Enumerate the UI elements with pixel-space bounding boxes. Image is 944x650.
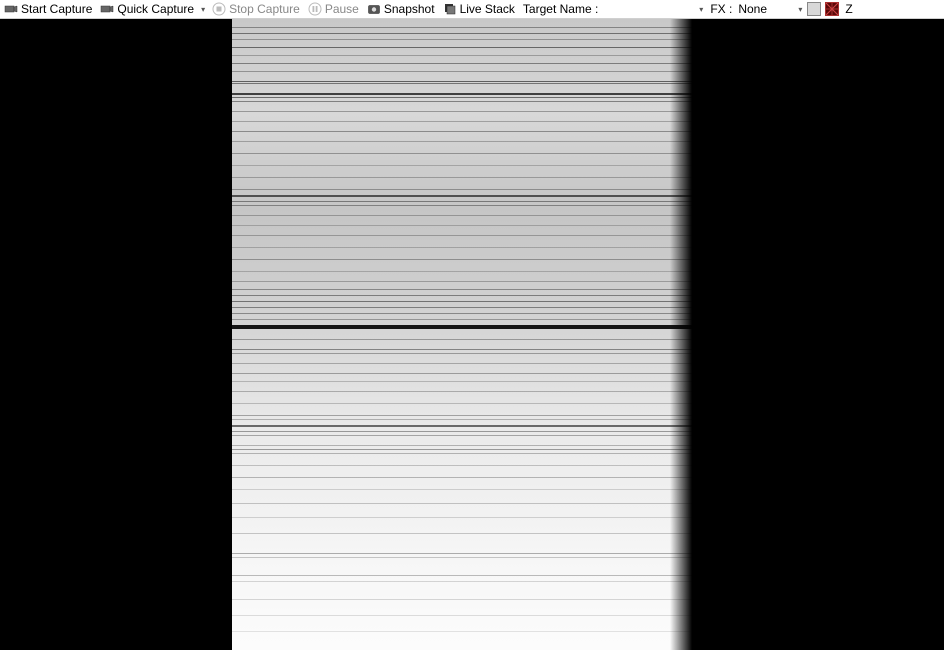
color-swatch-2[interactable] (825, 2, 839, 16)
stop-icon (212, 2, 226, 16)
live-stack-button[interactable]: Live Stack (441, 2, 517, 16)
start-capture-button[interactable]: Start Capture (2, 2, 94, 16)
target-name-input[interactable] (604, 2, 694, 17)
start-capture-label: Start Capture (21, 2, 92, 16)
pause-label: Pause (325, 2, 359, 16)
quick-capture-dropdown[interactable]: ▾ (200, 5, 206, 14)
camera-icon (4, 2, 18, 16)
quick-capture-button[interactable]: Quick Capture (98, 2, 196, 16)
color-swatch-1[interactable] (807, 2, 821, 16)
snapshot-label: Snapshot (384, 2, 435, 16)
camera-icon (100, 2, 114, 16)
snapshot-button[interactable]: Snapshot (365, 2, 437, 16)
quick-capture-label: Quick Capture (117, 2, 194, 16)
stack-icon (443, 2, 457, 16)
fx-select[interactable]: None (738, 2, 793, 16)
fx-label: FX : (708, 2, 734, 16)
stop-capture-label: Stop Capture (229, 2, 300, 16)
pause-button[interactable]: Pause (306, 2, 361, 16)
capture-canvas[interactable] (0, 19, 944, 650)
stop-capture-button[interactable]: Stop Capture (210, 2, 302, 16)
target-name-label: Target Name : (521, 2, 600, 16)
live-stack-label: Live Stack (460, 2, 515, 16)
spectrum-image (232, 19, 692, 650)
zoom-button[interactable]: Z (843, 2, 854, 16)
toolbar: Start Capture Quick Capture ▾ Stop Captu… (0, 0, 944, 19)
pause-icon (308, 2, 322, 16)
snapshot-icon (367, 2, 381, 16)
fx-dropdown[interactable]: ▾ (797, 5, 803, 14)
target-name-dropdown[interactable]: ▾ (698, 5, 704, 14)
